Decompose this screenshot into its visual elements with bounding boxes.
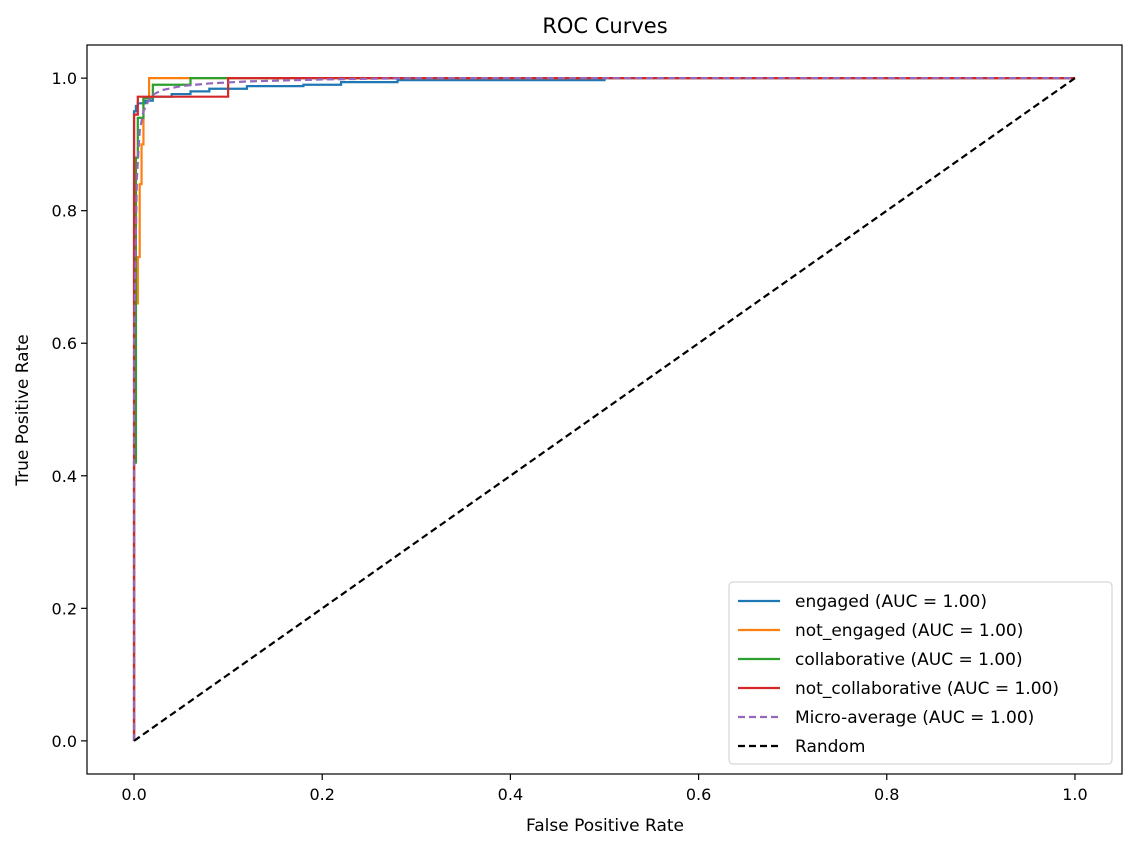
x-tick-label: 1.0 (1062, 785, 1087, 804)
x-tick-label: 0.8 (874, 785, 899, 804)
legend-label-random: Random (795, 737, 865, 757)
series-line-random (133, 77, 1076, 742)
legend-label-engaged: engaged (AUC = 1.00) (795, 592, 987, 612)
chart-title: ROC Curves (542, 14, 667, 38)
y-tick-label: 0.2 (52, 599, 77, 618)
legend-label-collaborative: collaborative (AUC = 1.00) (795, 650, 1023, 670)
x-tick-label: 0.4 (498, 785, 523, 804)
y-tick-label: 0.4 (52, 467, 77, 486)
legend-label-not-engaged: not_engaged (AUC = 1.00) (795, 621, 1023, 641)
x-tick-label: 0.6 (686, 785, 711, 804)
series-line-micro-average (132, 77, 1075, 741)
x-tick-label: 0.0 (121, 785, 146, 804)
series-layer (132, 77, 1076, 742)
legend-box (728, 581, 1113, 765)
y-tick-label: 1.0 (52, 69, 77, 88)
x-tick-label: 0.2 (310, 785, 335, 804)
plot-frame (86, 44, 1123, 775)
legend-label-not-collaborative: not_collaborative (AUC = 1.00) (795, 679, 1059, 699)
y-tick-label: 0.0 (52, 732, 77, 751)
legend-label-micro-average: Micro-average (AUC = 1.00) (795, 708, 1034, 728)
legend: engaged (AUC = 1.00) not_engaged (AUC = 1… (728, 581, 1113, 765)
y-axis-ticks: 0.0 0.2 0.4 0.6 0.8 1.0 (52, 69, 87, 751)
y-tick-label: 0.6 (52, 334, 77, 353)
y-axis-label: True Positive Rate (13, 334, 33, 486)
series-line-not-collaborative (132, 77, 1075, 741)
x-axis-label: False Positive Rate (526, 816, 684, 836)
x-axis-ticks: 0.0 0.2 0.4 0.6 0.8 1.0 (121, 774, 1088, 804)
y-tick-label: 0.8 (52, 202, 77, 221)
